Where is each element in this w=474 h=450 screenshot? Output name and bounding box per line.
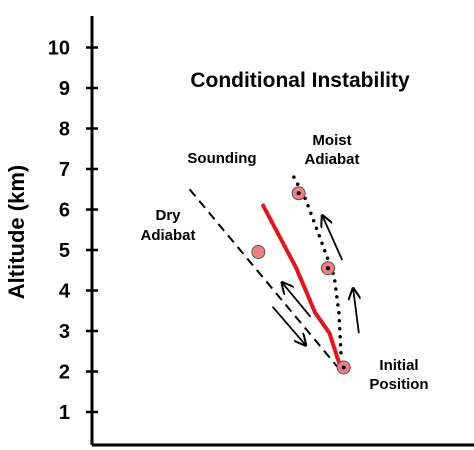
dry-adiabat-label-line2: Adiabat [140, 227, 195, 244]
moist-adiabat-label-line2: Adiabat [304, 151, 359, 168]
moist-adiabat-label-line1: Moist [312, 132, 351, 149]
arrow-dry-down [271, 306, 306, 345]
y-axis-label: Altitude (km) [4, 165, 29, 299]
dry-adiabat-line [188, 188, 343, 373]
air-parcel-circle [251, 245, 266, 260]
diagram-title: Conditional Instability [190, 69, 410, 92]
y-tick-label-8: 8 [59, 119, 70, 141]
y-tick-label-4: 4 [59, 281, 71, 303]
y-tick-label-2: 2 [59, 362, 70, 384]
air-parcel-initial [336, 360, 351, 375]
sounding-label: Sounding [187, 150, 256, 167]
y-tick-label-6: 6 [59, 200, 70, 222]
arrows-layer [271, 216, 359, 346]
air-parcel-moist-mid [321, 261, 336, 276]
air-parcel-dot [296, 191, 301, 196]
y-tick-label-10: 10 [48, 38, 70, 60]
y-tick-label-1: 1 [59, 402, 70, 424]
air-parcel-dot [326, 266, 331, 271]
y-tick-label-9: 9 [59, 78, 70, 100]
arrow-moist-up-lo [353, 288, 359, 334]
y-tick-label-5: 5 [59, 240, 70, 262]
y-axis-ticks: 1 2 3 4 5 6 7 8 9 10 [48, 38, 98, 424]
initial-position-label-line1: Initial [379, 357, 418, 374]
sounding-line [261, 203, 344, 372]
arrow-dry-up [282, 282, 312, 318]
air-parcel-dot [341, 365, 346, 370]
parcels-layer [251, 186, 351, 375]
curves-layer [188, 175, 344, 373]
air-parcel-dry [251, 245, 266, 260]
arrow-moist-up-hi [322, 216, 344, 261]
moist-adiabat-line [292, 175, 344, 362]
air-parcel-moist-top [291, 186, 306, 201]
initial-position-label-line2: Position [369, 376, 428, 393]
y-tick-label-3: 3 [59, 321, 70, 343]
dry-adiabat-label-line1: Dry [155, 207, 181, 224]
y-tick-label-7: 7 [59, 159, 70, 181]
